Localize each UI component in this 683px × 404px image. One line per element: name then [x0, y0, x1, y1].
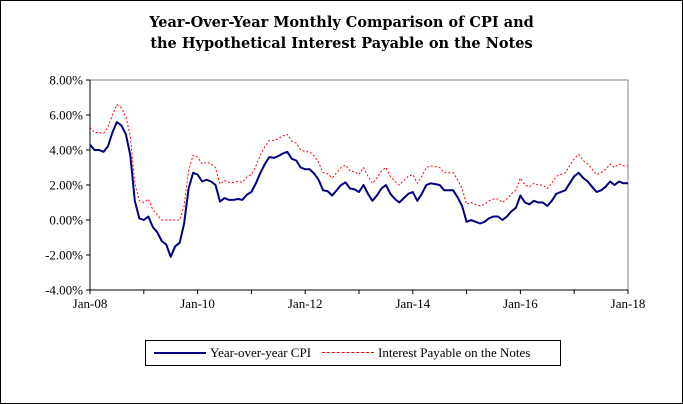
chart-title-line-1: Year-Over-Year Monthly Comparison of CPI… [149, 14, 534, 31]
chart-title: Year-Over-Year Monthly Comparison of CPI… [0, 12, 683, 54]
y-tick-label: -2.00% [45, 248, 83, 263]
x-tick-label: Jan-18 [611, 296, 646, 311]
y-tick-label: -4.00% [45, 283, 83, 298]
legend-label-cpi: Year-over-year CPI [210, 345, 312, 360]
x-tick-label: Jan-14 [395, 296, 430, 311]
y-tick-label: 6.00% [49, 108, 83, 123]
legend: Year-over-year CPI Interest Payable on t… [145, 340, 561, 366]
legend-swatch-cpi [154, 352, 206, 354]
x-tick-label: Jan-12 [288, 296, 323, 311]
y-tick-label: 8.00% [49, 73, 83, 88]
legend-swatch-interest [322, 352, 374, 353]
series-line-cpi [89, 121, 628, 258]
plot-area [89, 79, 629, 291]
x-tick-label: Jan-08 [73, 296, 108, 311]
y-tick-label: 2.00% [49, 178, 83, 193]
y-tick-label: 4.00% [49, 143, 83, 158]
y-tick-label: 0.00% [49, 213, 83, 228]
legend-label-interest: Interest Payable on the Notes [378, 345, 531, 360]
x-tick-label: Jan-10 [180, 296, 215, 311]
x-tick-label: Jan-16 [503, 296, 538, 311]
chart-title-line-2: the Hypothetical Interest Payable on the… [150, 35, 533, 52]
